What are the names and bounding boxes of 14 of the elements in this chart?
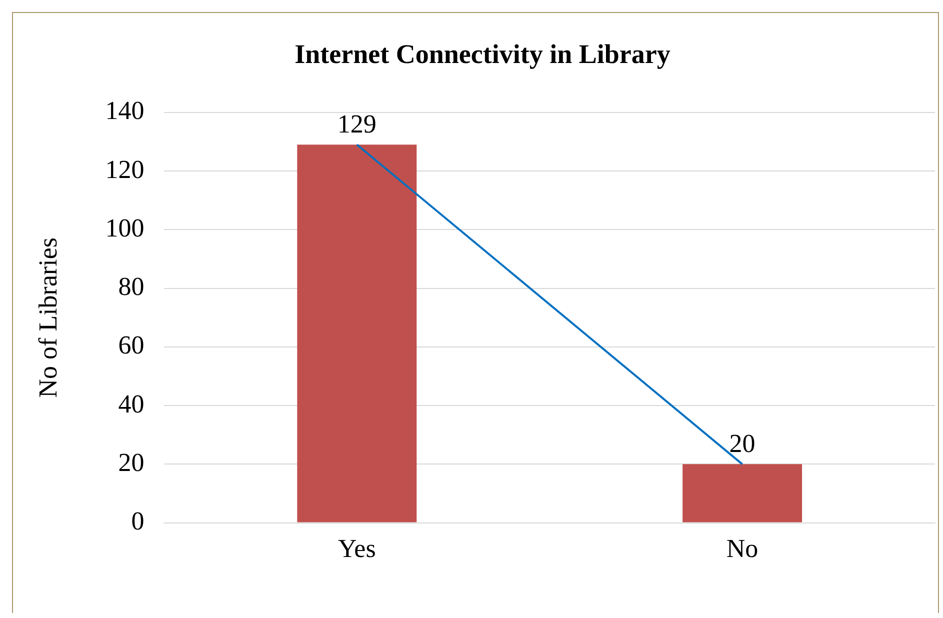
y-tick-label: 100 [105, 213, 144, 242]
y-axis-title: No of Libraries [33, 237, 62, 398]
y-tick-label: 80 [118, 272, 144, 302]
x-tick-label: Yes [338, 534, 376, 564]
y-tick-label: 120 [105, 154, 144, 184]
y-tick-label: 60 [118, 330, 144, 360]
data-label: 129 [337, 109, 376, 138]
y-tick-label: 20 [118, 448, 144, 477]
y-tick-label: 40 [118, 389, 144, 418]
chart-title: Internet Connectivity in Library [294, 39, 671, 70]
y-tick-label: 140 [105, 96, 144, 126]
data-label: 20 [729, 429, 756, 458]
x-tick-label: No [726, 534, 758, 564]
y-tick-label: 0 [131, 506, 144, 536]
